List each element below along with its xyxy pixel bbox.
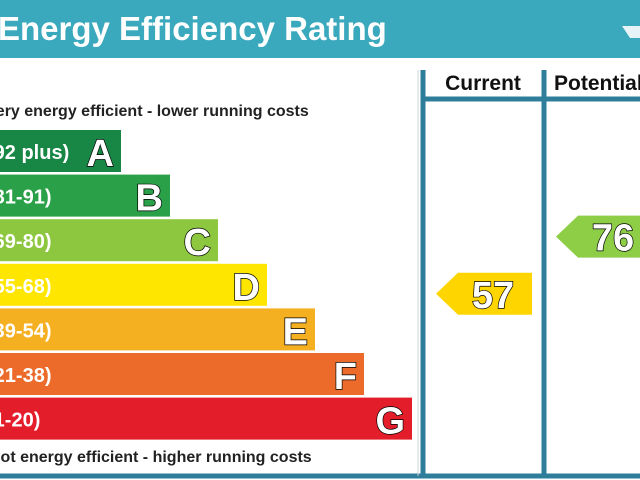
potential-rating-arrow	[556, 215, 640, 258]
bottom-note: Not energy efficient - higher running co…	[0, 449, 312, 466]
chart-title: Energy Efficiency Rating	[0, 10, 387, 47]
band-bar-f	[0, 353, 364, 395]
band-letter-c: C	[184, 222, 211, 264]
band-range-a: (92 plus)	[0, 142, 69, 164]
band-letter-a: A	[87, 133, 114, 175]
top-note: Very energy efficient - lower running co…	[0, 103, 309, 120]
band-bar-b	[0, 174, 170, 217]
band-range-f: (21-38)	[0, 365, 51, 387]
column-header-current: Current	[445, 72, 521, 95]
current-rating-value: 57	[472, 275, 514, 317]
band-letter-b: B	[136, 178, 163, 220]
potential-rating-value: 76	[592, 218, 634, 260]
band-range-e: (39-54)	[0, 320, 51, 342]
corner-mark-icon	[622, 26, 640, 38]
title-bar	[0, 0, 640, 58]
band-bar-e	[0, 308, 315, 351]
band-range-c: (69-80)	[0, 231, 51, 253]
band-letter-g: G	[375, 401, 405, 443]
current-rating-arrow	[436, 272, 532, 315]
band-bar-d	[0, 263, 267, 306]
band-letter-e: E	[283, 311, 308, 353]
band-letter-f: F	[334, 356, 357, 398]
band-bar-g	[0, 397, 412, 440]
band-bar-a	[0, 130, 121, 172]
rating-arrows: 57 76	[436, 215, 640, 317]
band-range-b: (81-91)	[0, 187, 51, 209]
band-range-d: (55-68)	[0, 276, 51, 298]
band-bar-c	[0, 219, 218, 262]
column-header-potential: Potential	[554, 72, 640, 95]
rating-bands: (92 plus) A (81-91) B (69-80) C (55-68) D (39-54…	[0, 130, 412, 443]
rating-table-frame	[0, 70, 640, 479]
band-letter-d: D	[233, 267, 260, 309]
band-range-g: (1-20)	[0, 410, 40, 432]
